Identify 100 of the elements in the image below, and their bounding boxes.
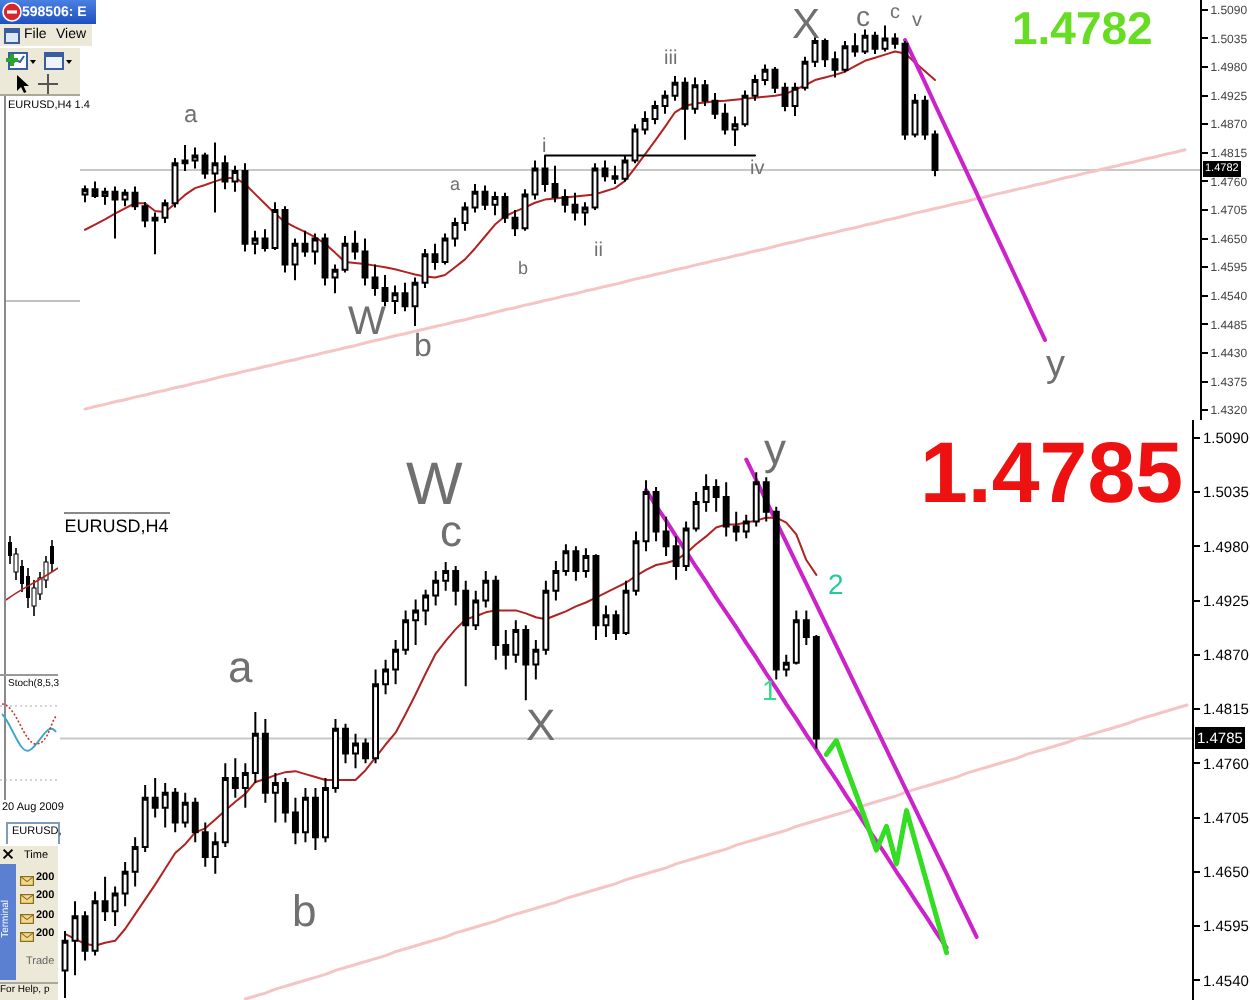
candlestick [632,530,640,597]
candlestick [601,159,609,183]
annotation: a [450,174,461,194]
candlestick [511,209,519,237]
candlestick [321,232,329,287]
candlestick [661,89,669,115]
candlestick [121,188,129,208]
candlestick [241,162,249,253]
candlestick [651,99,659,126]
candlestick [211,141,219,214]
candlestick [431,242,439,271]
candlestick [611,164,619,185]
candlestick [491,190,499,217]
line-series [823,738,950,956]
text: EURUSD,H4 [64,516,169,537]
candlestick [231,164,239,193]
candlestick [501,191,509,224]
candlestick [381,273,389,308]
candlestick [351,229,359,261]
candlestick [581,201,589,227]
candlestick [461,201,469,232]
candlestick [141,201,149,229]
annotation: X [526,700,556,750]
candlestick [721,102,729,136]
candlestick [251,229,259,256]
candlestick [341,235,349,274]
annotation: 1 [762,674,778,706]
candlestick [881,24,889,53]
annotation: y [764,424,786,474]
candlestick [471,183,479,214]
annotation: a [228,642,254,692]
candlestick [361,237,369,287]
annotation: v [912,10,922,32]
line-series [243,703,1189,1000]
candlestick [301,229,309,258]
annotation: iv [750,158,765,180]
candlestick [131,185,139,211]
candlestick [401,281,409,313]
annotation: c [890,2,900,24]
candlestick [602,604,610,638]
candlestick [841,40,849,74]
candlestick [642,479,650,553]
annotation: iii [664,48,678,70]
annotation: y [1046,344,1066,386]
candlestick [481,184,489,211]
annotation: 2 [828,568,844,600]
candlestick [871,30,879,56]
candlestick [571,191,579,222]
candlestick [261,228,269,253]
candlestick [891,32,899,50]
candlestick [61,929,69,1000]
candlestick [681,76,689,141]
annotation: b [292,886,317,936]
annotation: ii [594,240,603,262]
candlestick [191,146,199,170]
candlestick [711,92,719,121]
candlestick [81,184,89,204]
candlestick [421,247,429,289]
candlestick [761,63,769,87]
candlestick [371,263,379,297]
candlestick [311,232,319,266]
candlestick [691,76,699,115]
annotation: 1.4782 [1012,2,1153,54]
line-series [83,148,1187,411]
line-series [64,516,818,947]
candlestick [221,154,229,191]
candlestick [111,185,119,240]
candlestick [411,276,419,327]
candlestick [821,37,829,69]
candlestick [671,74,679,102]
candlestick [161,198,169,224]
annotation: a [184,100,198,128]
candlestick [551,164,559,204]
candlestick [71,900,79,977]
candlestick [151,211,159,256]
candlestick [791,81,799,117]
candlestick [201,151,209,180]
candlestick [612,609,620,641]
candlestick [641,110,649,136]
candlestick [592,553,600,641]
candlestick [561,188,569,214]
candlestick [531,159,539,201]
candlestick [921,94,929,141]
annotation: W [348,300,386,344]
candlestick [451,216,459,248]
candlestick [701,79,709,108]
annotation: b [518,258,529,278]
annotation: b [414,330,432,364]
candlestick [831,50,839,79]
annotation: i [542,136,547,158]
annotation: 1.4785 [920,426,1184,522]
annotation: c [856,0,870,32]
candlestick [731,115,739,148]
candlestick [751,73,759,102]
candlestick [271,201,279,252]
candlestick [291,237,299,282]
candlestick [101,186,109,206]
candlestick [391,284,399,315]
candlestick [181,144,189,173]
candlestick [851,32,859,58]
